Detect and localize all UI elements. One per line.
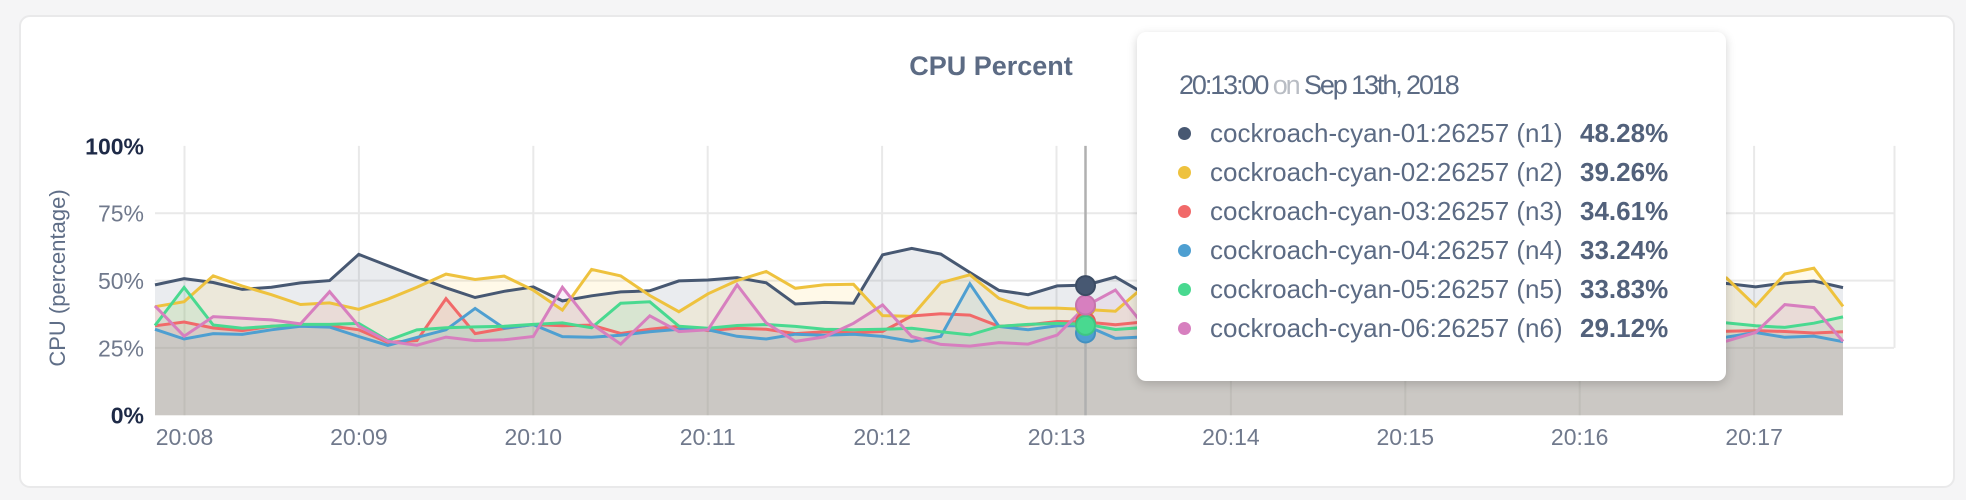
svg-text:20:12: 20:12 [853,424,911,450]
svg-text:20:11: 20:11 [680,424,736,450]
svg-text:20:14: 20:14 [1202,424,1260,450]
svg-text:20:15: 20:15 [1377,424,1435,450]
svg-text:25%: 25% [98,335,144,361]
svg-text:50%: 50% [98,268,144,294]
svg-text:CPU (percentage): CPU (percentage) [45,189,70,366]
svg-text:20:13: 20:13 [1028,424,1086,450]
svg-text:20:17: 20:17 [1725,424,1783,450]
svg-text:75%: 75% [98,201,144,227]
svg-text:0%: 0% [111,403,144,429]
svg-text:20:09: 20:09 [330,424,388,450]
svg-text:20:16: 20:16 [1551,424,1609,450]
svg-text:20:10: 20:10 [505,424,563,450]
svg-text:20:08: 20:08 [156,424,214,450]
svg-text:100%: 100% [85,133,144,159]
